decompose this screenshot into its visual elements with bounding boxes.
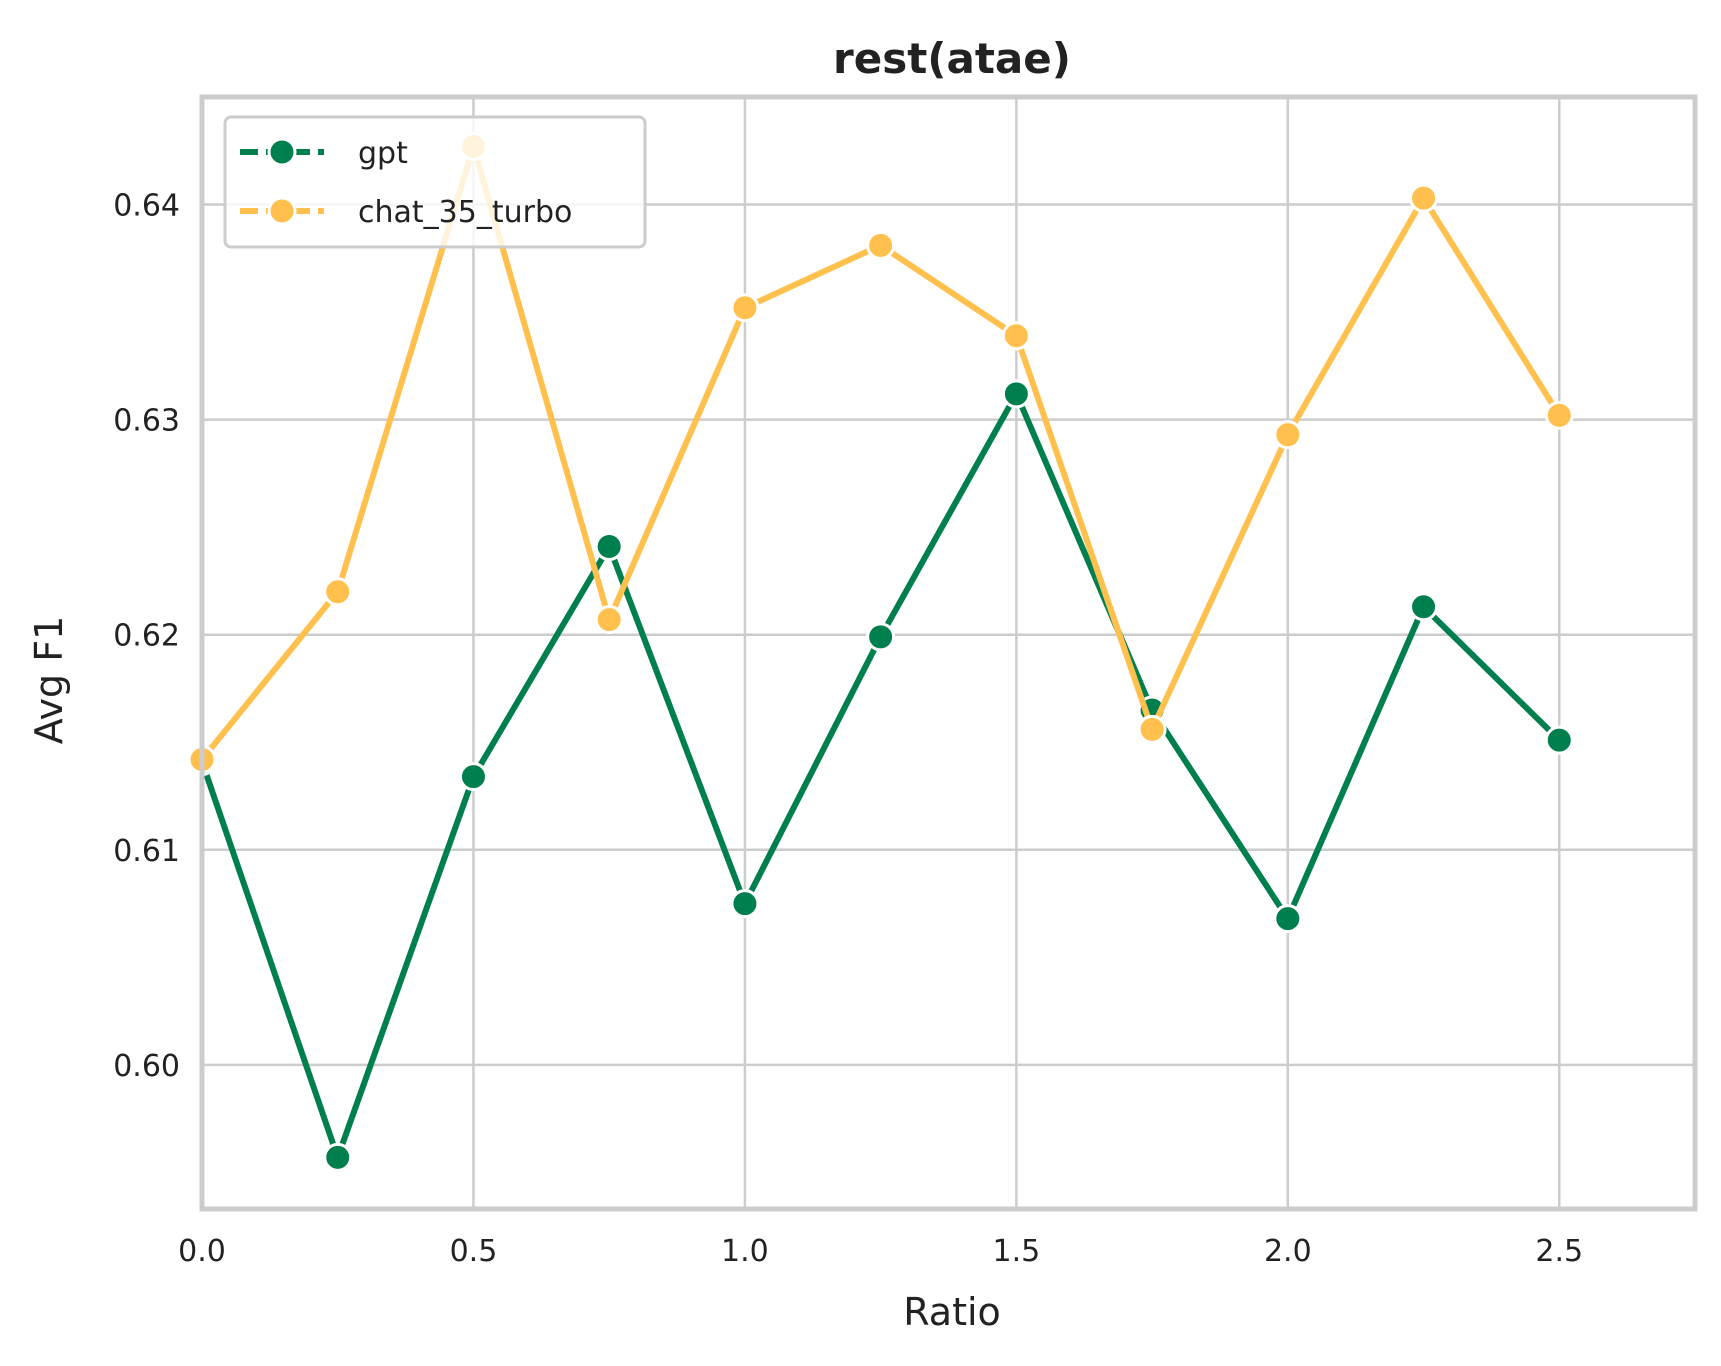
data-point-gpt	[323, 1142, 353, 1172]
chart-title: rest(atae)	[833, 34, 1071, 83]
legend-entry: gpt	[240, 136, 408, 171]
y-axis-label: Avg F1	[27, 616, 71, 745]
x-tick-label: 2.5	[1535, 1234, 1583, 1269]
series-gpt	[187, 379, 1574, 1172]
data-point-gpt	[458, 762, 488, 792]
data-point-chat_35_turbo	[594, 605, 624, 635]
tick-labels: 0.0 0.5 1.0 1.5 2.0 2.5 0.60 0.61 0.62 0.63 0.64	[113, 189, 1583, 1269]
data-point-chat_35_turbo	[1001, 321, 1031, 351]
plot-frame	[199, 94, 1698, 1212]
legend-entry: chat_35_turbo	[240, 195, 572, 230]
data-point-gpt	[1273, 904, 1303, 934]
data-point-gpt	[1001, 379, 1031, 409]
series-line-gpt	[199, 390, 1562, 1161]
y-tick-label: 0.62	[113, 619, 180, 654]
data-point-chat_35_turbo	[323, 577, 353, 607]
y-tick-label: 0.63	[113, 404, 180, 439]
y-tick-label: 0.60	[113, 1049, 180, 1084]
data-point-gpt	[1409, 592, 1439, 622]
data-point-chat_35_turbo	[1544, 400, 1574, 430]
legend-label: chat_35_turbo	[358, 195, 572, 230]
x-axis-label: Ratio	[903, 1290, 1001, 1334]
data-point-gpt	[1544, 725, 1574, 755]
series-layer	[187, 131, 1574, 1172]
data-point-gpt	[730, 889, 760, 919]
data-point-gpt	[594, 532, 624, 562]
data-point-gpt	[866, 622, 896, 652]
y-tick-label: 0.61	[113, 834, 180, 869]
data-point-chat_35_turbo	[1137, 714, 1167, 744]
data-point-chat_35_turbo	[730, 293, 760, 323]
legend-swatch-marker	[267, 196, 297, 226]
x-tick-label: 1.5	[993, 1234, 1041, 1269]
legend-label: gpt	[358, 136, 408, 171]
legend-swatch-marker	[267, 137, 297, 167]
y-tick-label: 0.64	[113, 189, 180, 224]
x-tick-label: 1.0	[721, 1234, 769, 1269]
x-tick-label: 2.0	[1264, 1234, 1312, 1269]
legend-box	[223, 115, 647, 249]
x-tick-label: 0.5	[450, 1234, 498, 1269]
data-point-chat_35_turbo	[1409, 183, 1439, 213]
data-point-chat_35_turbo	[866, 230, 896, 260]
data-point-chat_35_turbo	[1273, 420, 1303, 450]
legend: gpt chat_35_turbo	[223, 115, 647, 249]
x-tick-label: 0.0	[178, 1234, 226, 1269]
